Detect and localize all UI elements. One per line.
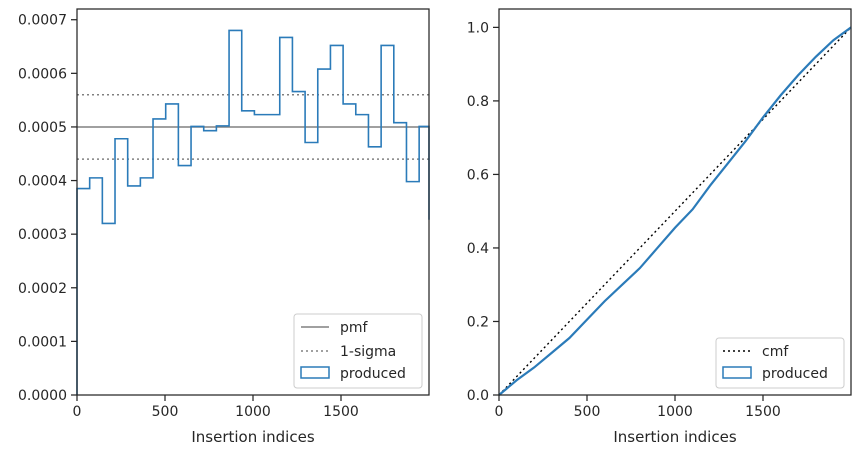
cmf-x-ticks: 0 500 1000 1500 xyxy=(495,395,781,420)
y-tick-label: 0.0007 xyxy=(18,13,67,29)
x-tick-label: 1500 xyxy=(745,404,781,420)
reference-lines xyxy=(77,94,429,160)
histogram-panel: 0 500 1000 1500 0.00000.00010.00020.00030.0… xyxy=(18,8,430,446)
y-tick-label: 0.0001 xyxy=(18,334,67,350)
y-tick-label: 0.0005 xyxy=(18,120,67,136)
legend-sigma-label: 1-sigma xyxy=(340,344,396,360)
histogram-x-ticks: 0 500 1000 1500 xyxy=(73,395,359,420)
histogram-y-ticks: 0.0000 0.0001 0.0002 0.0003 0.0004 0.0005 0.00… xyxy=(18,13,77,404)
legend-pmf-label: pmf xyxy=(340,320,369,336)
produced-cdf-line xyxy=(498,26,852,396)
legend-produced-label: produced xyxy=(340,366,406,382)
y-tick-label: 0.0004 xyxy=(18,174,67,190)
cmf-y-ticks: 0.0 0.2 0.4 0.6 0.8 1.0 xyxy=(467,20,499,404)
legend-box xyxy=(293,313,423,389)
histogram-legend: pmf 1-sigma produced xyxy=(293,313,423,389)
y-tick-label: 0.0 xyxy=(467,388,489,404)
x-tick-label: 0 xyxy=(73,404,82,420)
x-tick-label: 1000 xyxy=(235,404,271,420)
y-tick-label: 0.0002 xyxy=(18,281,67,297)
x-tick-label: 500 xyxy=(574,404,601,420)
cmf-series xyxy=(498,26,852,396)
y-tick-label: 0.0006 xyxy=(18,66,67,82)
y-tick-label: 0.0000 xyxy=(18,388,67,404)
histogram-x-axis-label: Insertion indices xyxy=(191,428,314,446)
cmf-axes-frame xyxy=(498,8,852,396)
y-tick-label: 0.4 xyxy=(467,241,489,257)
legend-cmf-label: cmf xyxy=(762,344,789,360)
x-tick-label: 1500 xyxy=(323,404,359,420)
y-tick-label: 1.0 xyxy=(467,20,489,36)
legend-produced-swatch xyxy=(722,366,752,379)
histogram-series xyxy=(76,29,430,395)
legend-produced-swatch xyxy=(300,366,330,379)
y-tick-label: 0.8 xyxy=(467,94,489,110)
y-tick-label: 0.2 xyxy=(467,314,489,330)
y-tick-label: 0.0003 xyxy=(18,227,67,243)
cmf-legend: cmf produced xyxy=(715,337,845,389)
x-tick-label: 0 xyxy=(495,404,504,420)
x-tick-label: 500 xyxy=(152,404,179,420)
cmf-panel: 0 500 1000 1500 0.0 0.2 0.4 0.6 0.8 1.0 Insertio… xyxy=(467,8,852,446)
produced-histogram-step xyxy=(76,29,430,395)
cmf-x-axis-label: Insertion indices xyxy=(613,428,736,446)
legend-produced-label: produced xyxy=(762,366,828,382)
x-tick-label: 1000 xyxy=(657,404,693,420)
y-tick-label: 0.6 xyxy=(467,167,489,183)
